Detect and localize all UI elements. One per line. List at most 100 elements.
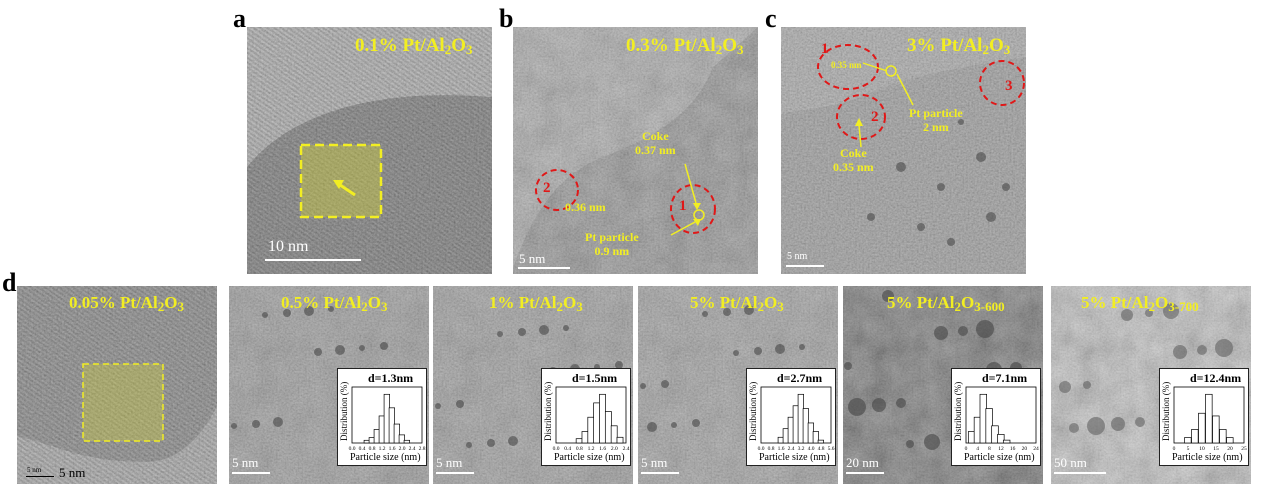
histogram-d1-tick-label: 0.0 — [349, 446, 356, 452]
histogram-d1-tick-label: 1.6 — [389, 446, 396, 452]
histogram-d1-mean-label: d=1.3nm — [368, 371, 414, 385]
histogram-d3-xlabel: Particle size (nm) — [759, 452, 830, 463]
histogram-d3-svg: 0.0 0.8 1.6 2.4 3.2 4.0 4.8 5.6 — [758, 386, 835, 452]
histogram-d4-tick-label: 16 — [1010, 446, 1016, 452]
histogram-d2-bar — [610, 425, 618, 444]
histogram-d4-svg: 0 4 8 12 16 20 24 — [965, 386, 1039, 452]
panel-b-region-1: 1 — [679, 198, 687, 214]
histogram-d1-tick-label: 2.8 — [419, 446, 426, 452]
histogram-d4-xlabel: Particle size (nm) — [964, 452, 1035, 463]
panel-d4-histogram: 0 4 8 12 16 20 24 d=7.1nm Particle size (nm) Dist… — [951, 368, 1041, 466]
panel-letter-a: a — [233, 4, 246, 33]
histogram-d5-tick-label: 0 — [1173, 446, 1176, 452]
histogram-d4-mean-label: d=7.1nm — [982, 371, 1028, 385]
panel-b-region-2: 2 — [543, 180, 551, 196]
histogram-d3-tick-label: 0.8 — [768, 446, 775, 452]
panel-d3-scale-bar — [641, 472, 679, 474]
histogram-d2-bar — [593, 402, 601, 444]
histogram-d4-bar — [1002, 439, 1011, 444]
panel-a-scale-label: 10 nm — [268, 238, 309, 255]
histogram-d5-tick-label: 25 — [1241, 446, 1247, 452]
panel-c-lattice-label: 0.35 nm — [831, 60, 862, 70]
histogram-d1-svg: 0.0 0.4 0.8 1.2 1.6 2.0 2.4 2.8 — [349, 386, 426, 452]
tem-image-b: 0.3% Pt/Al2O3 2 1 0.36 nm Coke 0.37 nm Pt… — [513, 27, 758, 274]
tem-image-d4: 5% Pt/Al2O3-600 20 nm 0 4 8 12 16 20 24 d=7.1nm… — [843, 286, 1043, 484]
histogram-d5-tick-label: 10 — [1199, 446, 1205, 452]
panel-b-scale-bar — [518, 267, 570, 269]
histogram-d2-ylabel: Distribution (%) — [543, 381, 553, 441]
panel-letter-b: b — [499, 4, 514, 33]
histogram-d5-ylabel: Distribution (%) — [1161, 381, 1171, 441]
histogram-d4-bar — [997, 434, 1005, 444]
histogram-d3-tick-label: 5.6 — [828, 446, 835, 452]
histogram-d2-tick-label: 0.8 — [576, 446, 583, 452]
panel-d4-scale-label: 20 nm — [846, 455, 879, 470]
panel-c-scale-label: 5 nm — [787, 251, 808, 262]
histogram-d2-mean-label: d=1.5nm — [572, 371, 618, 385]
histogram-d5-bar — [1219, 429, 1227, 444]
histogram-d1-tick-label: 0.4 — [359, 446, 366, 452]
histogram-d3-tick-label: 2.4 — [788, 446, 795, 452]
panel-d0-title: 0.05% Pt/Al2O3 — [69, 293, 185, 314]
histogram-d3-ylabel: Distribution (%) — [748, 381, 758, 441]
histogram-d2-xlabel: Particle size (nm) — [554, 452, 625, 463]
panel-d1-scale-label: 5 nm — [232, 455, 259, 470]
histogram-d1-bar — [398, 434, 405, 444]
tem-image-d5: 5% Pt/Al2O3-700 50 nm 0 5 10 15 20 25 d=12.4nm… — [1051, 286, 1251, 484]
histogram-d2-tick-label: 1.6 — [599, 446, 606, 452]
histogram-d5-bar — [1205, 393, 1213, 444]
tem-image-a: 0.1% Pt/Al2O3 10 nm — [247, 27, 492, 274]
panel-b-coke-label: Coke 0.37 nm — [635, 129, 676, 157]
tem-image-d2: 1% Pt/Al2O3 5 nm 0.0 0.4 0.8 1.2 1.6 2.0 2.4 d=… — [433, 286, 633, 484]
panel-d0-scale-label: 5 nm — [59, 465, 86, 480]
histogram-d1-tick-label: 0.8 — [369, 446, 376, 452]
panel-d2-histogram: 0.0 0.4 0.8 1.2 1.6 2.0 2.4 d=1.5nm Particle siz… — [541, 368, 631, 466]
panel-d4-title: 5% Pt/Al2O3-600 — [887, 293, 1005, 314]
tem-image-d3: 5% Pt/Al2O3 5 nm 0.0 0.8 1.6 2.4 3.2 4.0 4.8 5.… — [638, 286, 838, 484]
histogram-d1-tick-label: 2.4 — [409, 446, 416, 452]
histogram-d2-bar — [604, 411, 612, 444]
panel-d2-title: 1% Pt/Al2O3 — [489, 293, 583, 314]
panel-d3-scale-label: 5 nm — [641, 455, 668, 470]
histogram-d1-tick-label: 2.0 — [399, 446, 406, 452]
panel-d1-scale-bar — [232, 472, 270, 474]
histogram-d4-tick-label: 12 — [998, 446, 1004, 452]
panel-d2-scale-bar — [436, 472, 474, 474]
panel-d0-scale-bar — [26, 476, 54, 477]
histogram-d1-bar — [403, 439, 410, 444]
histogram-d2-tick-label: 0.4 — [564, 446, 571, 452]
panel-c-pt-label: Pt particle 2 nm — [909, 106, 963, 134]
histogram-d2-bar — [575, 438, 583, 444]
histogram-d5-tick-label: 15 — [1213, 446, 1219, 452]
panel-c-region-1: 1 — [821, 41, 829, 57]
tem-image-d1: 0.5% Pt/Al2O3 5 nm 0.0 0.4 0.8 1.2 1.6 2.0 2.4… — [229, 286, 429, 484]
histogram-d1-ylabel: Distribution (%) — [339, 381, 349, 441]
histogram-d3-mean-label: d=2.7nm — [777, 371, 823, 385]
histogram-d5-tick-label: 20 — [1227, 446, 1233, 452]
histogram-d5-bar — [1212, 415, 1220, 444]
histogram-d2-tick-label: 2.4 — [623, 446, 630, 452]
histogram-d2-tick-label: 2.0 — [611, 446, 618, 452]
panel-c-region-2: 2 — [871, 109, 879, 125]
panel-c-title: 3% Pt/Al2O3 — [907, 35, 1011, 57]
histogram-d2-tick-label: 0.0 — [553, 446, 560, 452]
histogram-d3-bar — [812, 431, 819, 444]
panel-c-scale-bar — [786, 265, 824, 267]
histogram-d2-bar — [616, 436, 624, 444]
panel-d1-histogram: 0.0 0.4 0.8 1.2 1.6 2.0 2.4 2.8 d=1.3nm Particle … — [337, 368, 427, 466]
panel-d5-title: 5% Pt/Al2O3-700 — [1081, 293, 1199, 314]
histogram-d5-bar — [1184, 437, 1192, 444]
histogram-d5-bar — [1226, 437, 1234, 444]
panel-a-title: 0.1% Pt/Al2O3 — [355, 35, 473, 57]
histogram-d4-tick-label: 4 — [976, 446, 979, 452]
histogram-d5-xlabel: Particle size (nm) — [1172, 452, 1243, 463]
histogram-d2-svg: 0.0 0.4 0.8 1.2 1.6 2.0 2.4 — [553, 386, 630, 452]
panel-a-scale-bar — [265, 259, 361, 261]
panel-d0-scale-bar-text: 5 nm — [27, 466, 42, 474]
panel-d5-scale-bar — [1054, 472, 1106, 474]
panel-c-coke-label: Coke 0.35 nm — [833, 146, 874, 174]
histogram-d4-ylabel: Distribution (%) — [953, 381, 963, 441]
histogram-d1-bar — [393, 423, 400, 444]
histogram-d4-tick-label: 8 — [988, 446, 991, 452]
panel-b-title: 0.3% Pt/Al2O3 — [626, 35, 744, 57]
